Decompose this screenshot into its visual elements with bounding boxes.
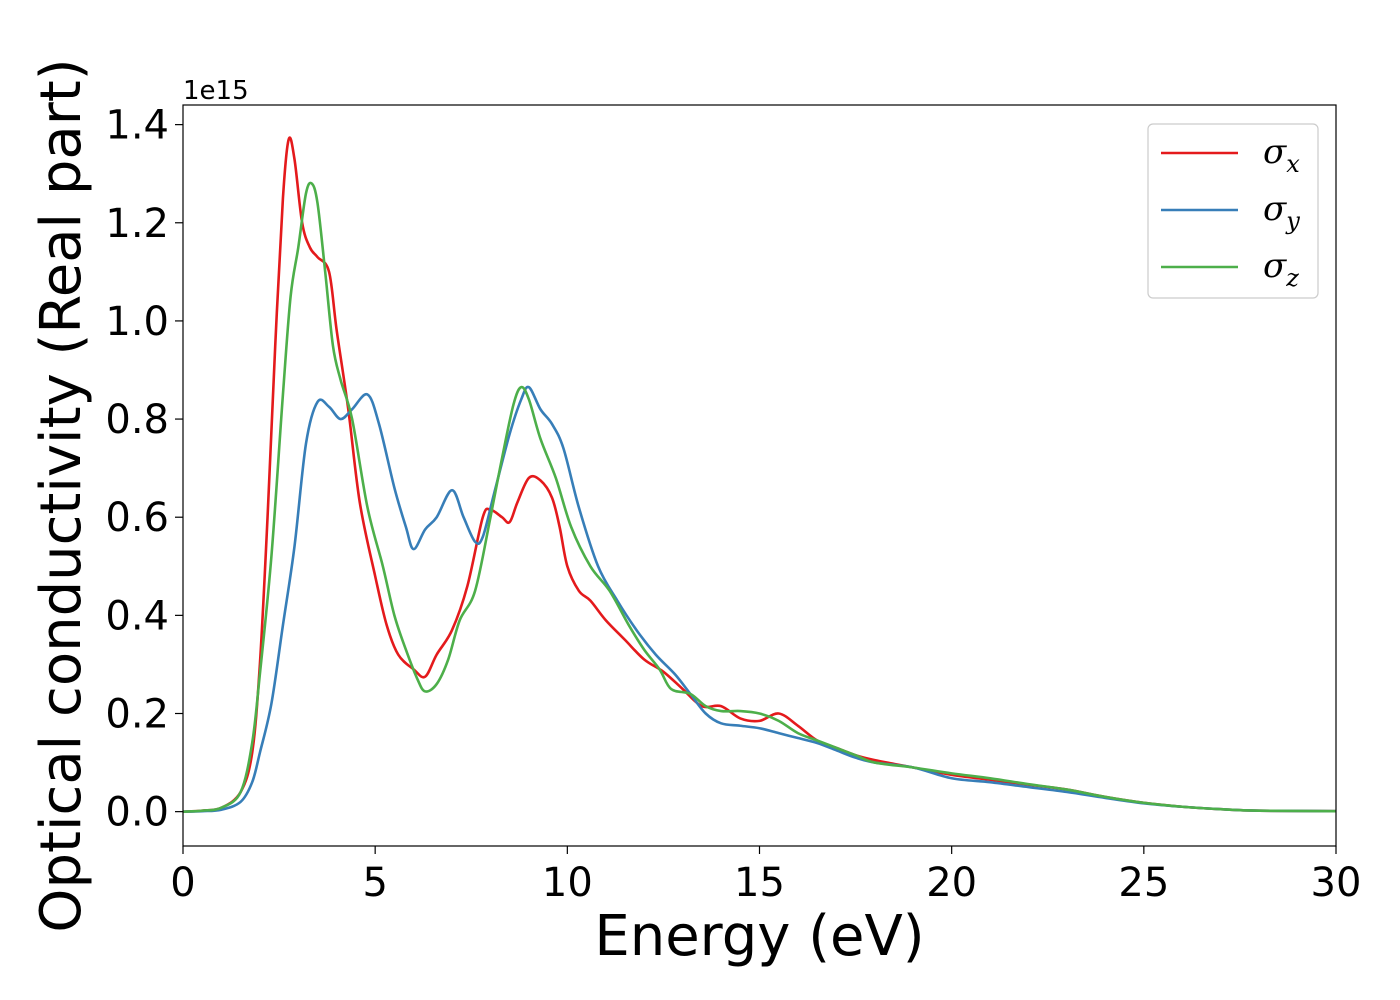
x-axis: 0 5 10 15 20 25 30 <box>170 846 1361 906</box>
y-tick-label: 1.0 <box>105 299 169 345</box>
x-tick-label: 25 <box>1118 860 1169 906</box>
x-axis-label: Energy (eV) <box>594 904 924 969</box>
x-tick-label: 20 <box>926 860 977 906</box>
series-line-x <box>183 136 1336 813</box>
series-line-y <box>183 385 1336 813</box>
y-offset-label: 1e15 <box>183 76 249 106</box>
y-tick-label: 1.4 <box>105 103 169 149</box>
x-tick-label: 10 <box>542 860 593 906</box>
legend: σx σy σz <box>1147 123 1319 299</box>
x-tick-label: 0 <box>170 860 195 906</box>
x-tick-label: 5 <box>362 860 387 906</box>
y-tick-label: 1.2 <box>105 201 169 247</box>
y-axis: 0.0 0.2 0.4 0.6 0.8 1.0 1.2 1.4 <box>105 103 183 836</box>
x-tick-label: 15 <box>734 860 785 906</box>
y-tick-label: 0.8 <box>105 397 169 443</box>
series-layer <box>183 136 1336 813</box>
y-tick-label: 0.6 <box>105 495 169 541</box>
x-tick-label: 30 <box>1311 860 1362 906</box>
series-line-z <box>183 181 1336 813</box>
legend-label-y: σy <box>1263 189 1300 235</box>
y-tick-label: 0.2 <box>105 692 169 738</box>
legend-label-x: σx <box>1263 132 1300 178</box>
y-axis-label: Optical conductivity (Real part) <box>29 58 94 932</box>
y-tick-label: 0.0 <box>105 790 169 836</box>
y-tick-label: 0.4 <box>105 593 169 639</box>
legend-label-z: σz <box>1263 246 1299 292</box>
